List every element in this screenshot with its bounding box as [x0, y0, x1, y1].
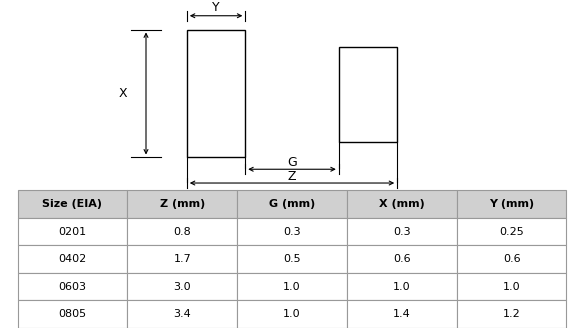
Text: 1.7: 1.7	[173, 254, 191, 264]
Text: 1.2: 1.2	[503, 309, 520, 319]
Text: 0.3: 0.3	[283, 227, 301, 236]
Text: X (mm): X (mm)	[379, 199, 425, 209]
Text: 3.4: 3.4	[173, 309, 191, 319]
Bar	[237, 245, 347, 273]
Bar	[347, 273, 457, 300]
Bar	[237, 300, 347, 328]
Text: 0603: 0603	[58, 282, 86, 292]
Bar	[18, 273, 127, 300]
Bar	[347, 218, 457, 245]
Bar	[127, 245, 237, 273]
Text: 3.0: 3.0	[173, 282, 191, 292]
Text: Size (EIA): Size (EIA)	[43, 199, 102, 209]
Bar	[347, 300, 457, 328]
Bar	[18, 218, 127, 245]
Text: 0805: 0805	[58, 309, 86, 319]
Text: 1.0: 1.0	[283, 309, 301, 319]
Bar	[18, 300, 127, 328]
Text: Y: Y	[212, 1, 220, 14]
Text: 0402: 0402	[58, 254, 86, 264]
Bar	[127, 273, 237, 300]
Bar	[457, 273, 566, 300]
Bar	[127, 190, 237, 218]
Text: 0.25: 0.25	[499, 227, 524, 236]
Text: 0.6: 0.6	[393, 254, 411, 264]
Bar	[18, 245, 127, 273]
Bar	[347, 190, 457, 218]
Bar	[237, 218, 347, 245]
Text: 0.5: 0.5	[283, 254, 301, 264]
Bar	[457, 190, 566, 218]
Text: G (mm): G (mm)	[269, 199, 315, 209]
Text: 0201: 0201	[58, 227, 86, 236]
Bar	[127, 218, 237, 245]
Text: Z (mm): Z (mm)	[159, 199, 205, 209]
Text: G: G	[287, 156, 297, 169]
Bar	[18, 190, 127, 218]
Text: 1.0: 1.0	[393, 282, 411, 292]
Text: 0.6: 0.6	[503, 254, 520, 264]
Bar	[339, 47, 397, 142]
Text: 0.8: 0.8	[173, 227, 191, 236]
Text: 1.4: 1.4	[393, 309, 411, 319]
Text: Y (mm): Y (mm)	[489, 199, 534, 209]
Bar	[237, 190, 347, 218]
Bar	[237, 273, 347, 300]
Bar	[457, 245, 566, 273]
Text: 0.3: 0.3	[393, 227, 411, 236]
Text: 1.0: 1.0	[283, 282, 301, 292]
Bar	[187, 30, 245, 157]
Text: Z: Z	[288, 170, 296, 183]
Text: X: X	[119, 87, 127, 100]
Bar	[457, 300, 566, 328]
Bar	[347, 245, 457, 273]
Bar	[127, 300, 237, 328]
Text: 1.0: 1.0	[503, 282, 520, 292]
Bar	[457, 218, 566, 245]
